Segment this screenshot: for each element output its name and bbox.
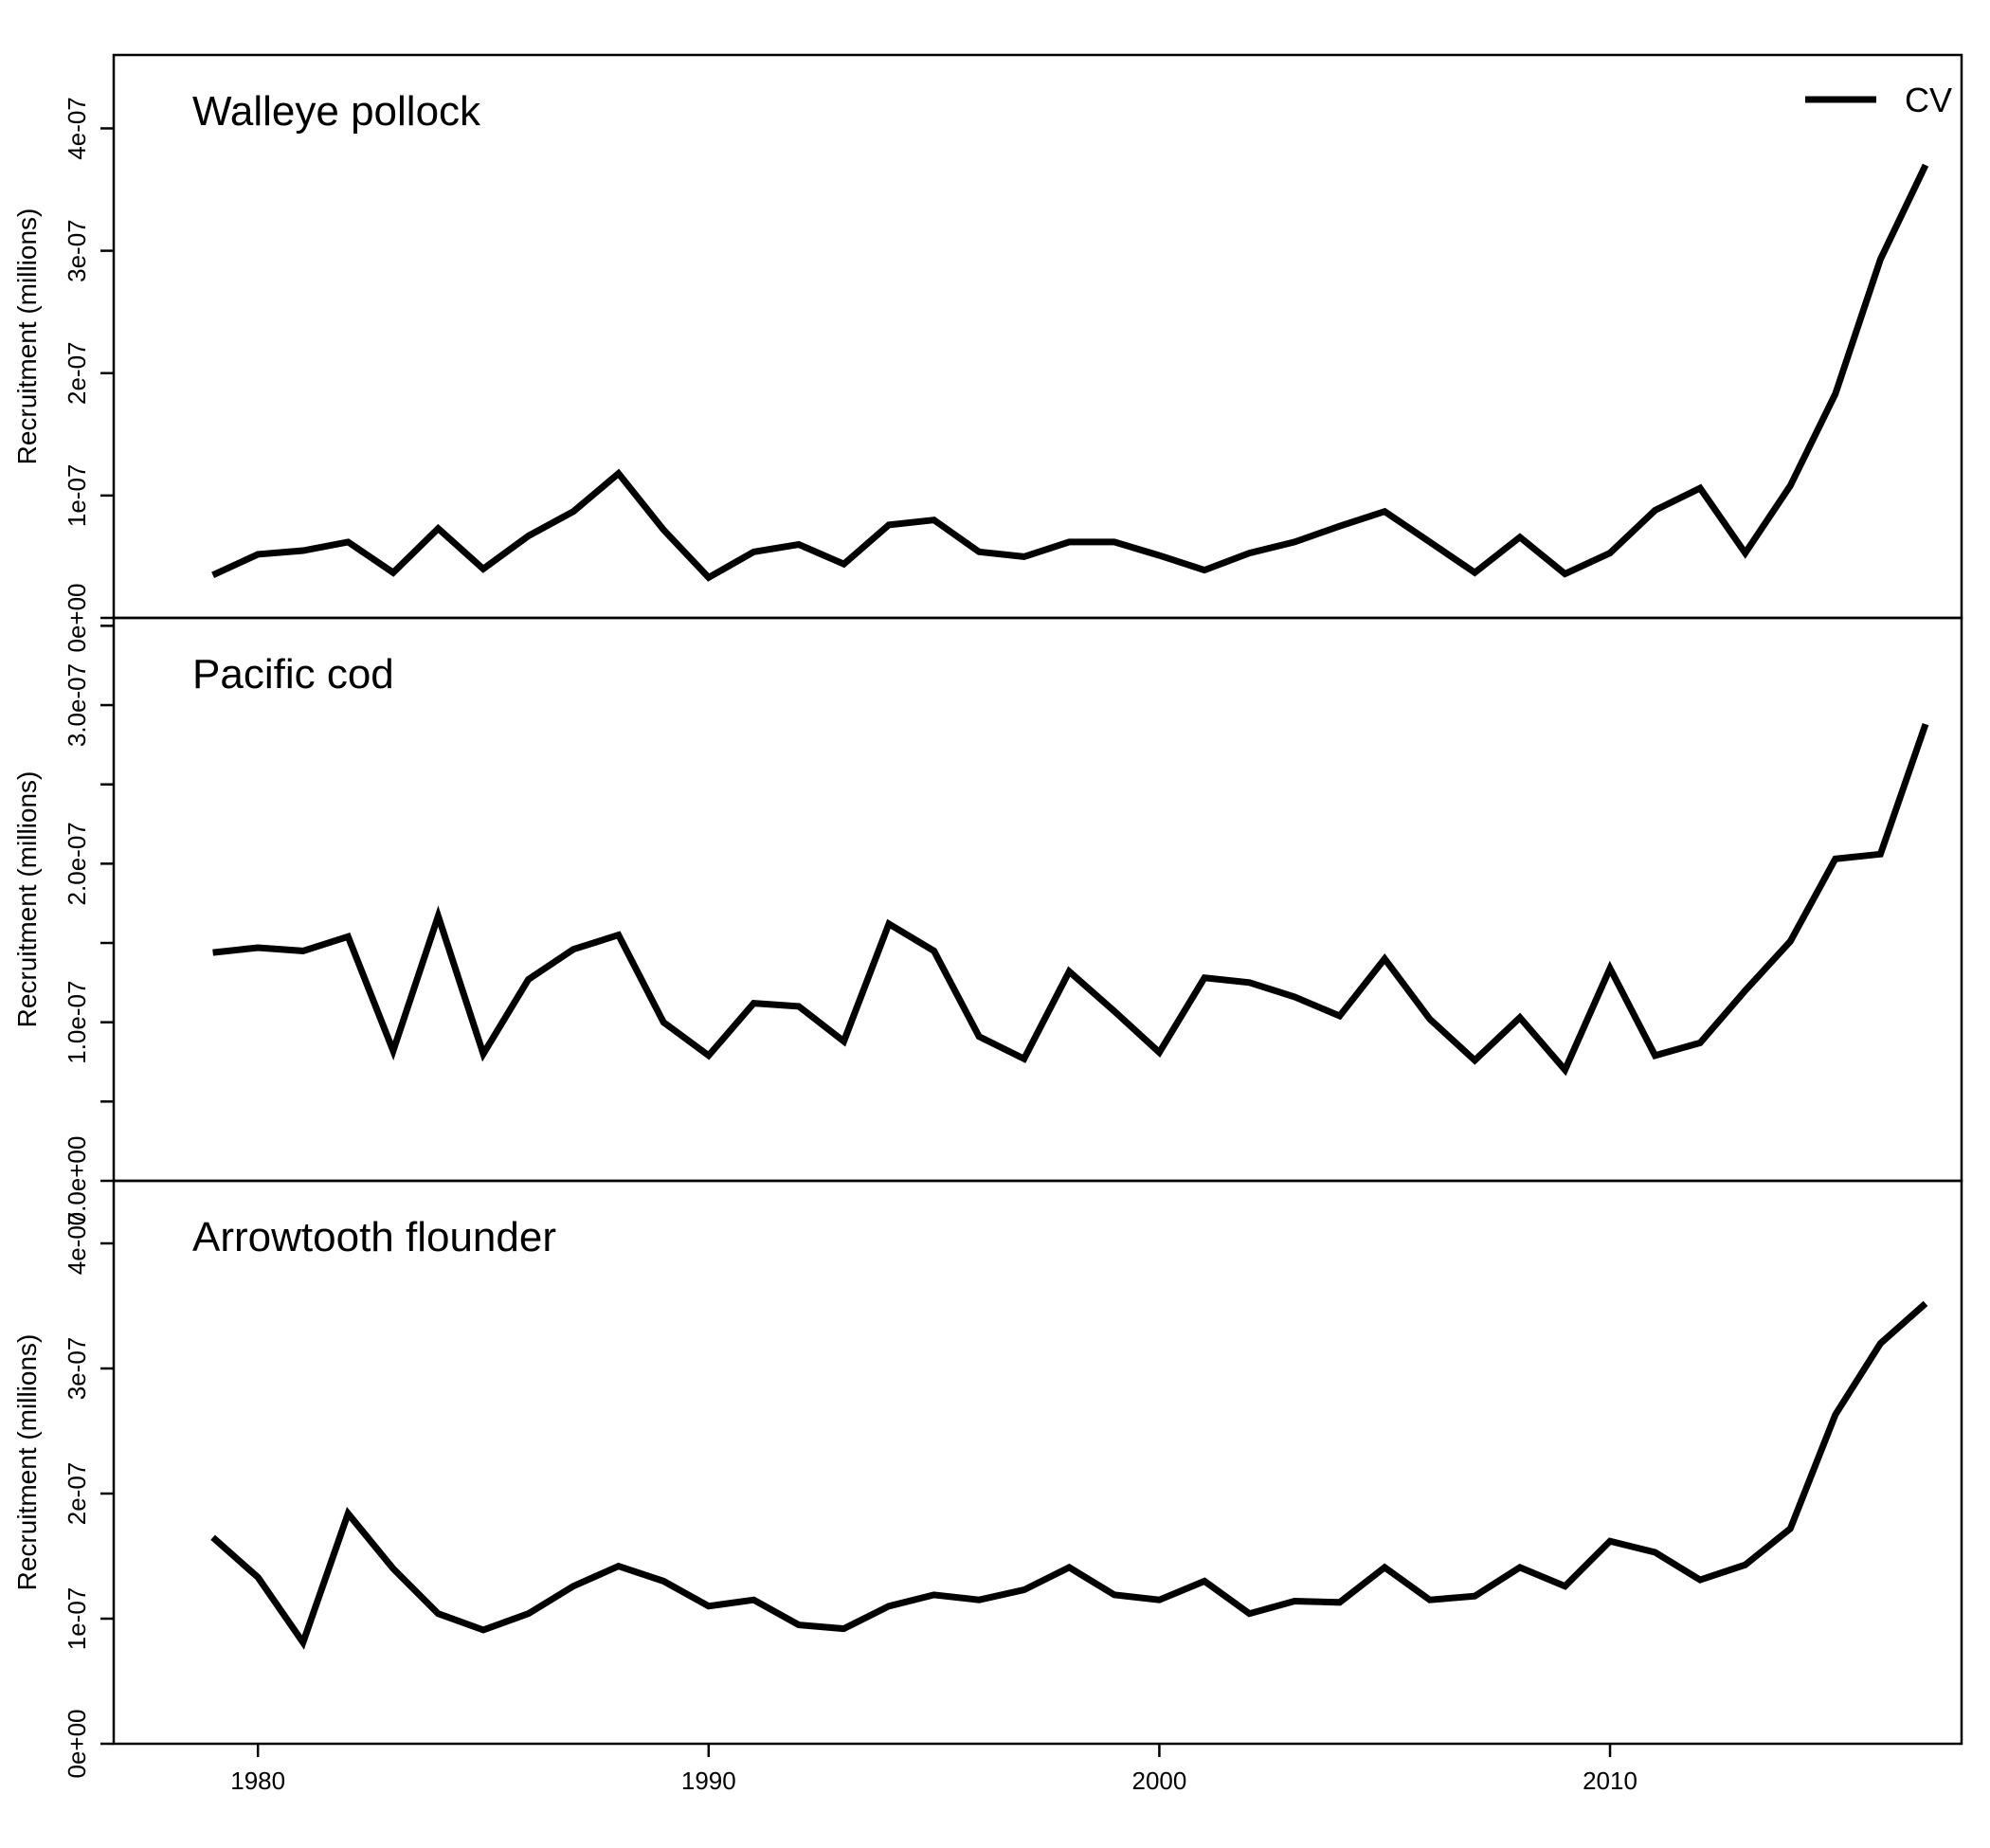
panel-2-ytick-label: 2.0e-07 — [63, 822, 91, 905]
panel-3-ytick-label: 0e+00 — [63, 1709, 91, 1778]
panel-3-series-line — [210, 1300, 1928, 1650]
x-tick-label: 1980 — [230, 1766, 285, 1795]
legend-label: CV — [1905, 81, 1952, 119]
panel-2-ytick-label: 3.0e-07 — [63, 663, 91, 747]
panel-2-title: Pacific cod — [192, 651, 394, 698]
panel-3-ytick-label: 4e-07 — [63, 1212, 91, 1276]
panel-2-frame — [112, 616, 1963, 1183]
panel-3-title: Arrowtooth flounder — [192, 1214, 556, 1260]
panel-2-series-line — [212, 722, 1929, 1077]
plot-root: 0e+00 1e-07 2e-07 3e-07 4e-07 Recruitment (mi… — [12, 53, 1963, 1795]
panel-3-ytick-label: 1e-07 — [63, 1587, 91, 1651]
panel-1-title: Walleye pollock — [192, 88, 481, 135]
panel-1-ylabel: Recruitment (millions) — [12, 208, 42, 465]
panel-1-ytick-label: 4e-07 — [63, 97, 91, 160]
x-tick-label: 2010 — [1583, 1766, 1637, 1795]
panel-1-ytick-label: 0e+00 — [63, 583, 91, 652]
x-tick-label: 2000 — [1131, 1766, 1186, 1795]
panel-3-ytick-label: 3e-07 — [63, 1337, 91, 1401]
panel-1-frame — [112, 53, 1963, 620]
panel-2-ytick-label: 0.0e+00 — [63, 1136, 91, 1226]
panel-1-ytick-label: 3e-07 — [63, 219, 91, 282]
panel-2-ytick-label: 1.0e-07 — [63, 981, 91, 1064]
panel-1-ytick-label: 1e-07 — [63, 464, 91, 528]
panel-2-ylabel: Recruitment (millions) — [12, 771, 42, 1028]
panel-3-frame — [112, 1179, 1963, 1746]
panel-1-series-line — [211, 163, 1929, 582]
panel-3-ytick-label: 2e-07 — [63, 1462, 91, 1526]
panel-3-ylabel: Recruitment (millions) — [12, 1334, 42, 1591]
panel-1-ytick-label: 2e-07 — [63, 341, 91, 405]
x-tick-label: 1990 — [681, 1766, 736, 1795]
